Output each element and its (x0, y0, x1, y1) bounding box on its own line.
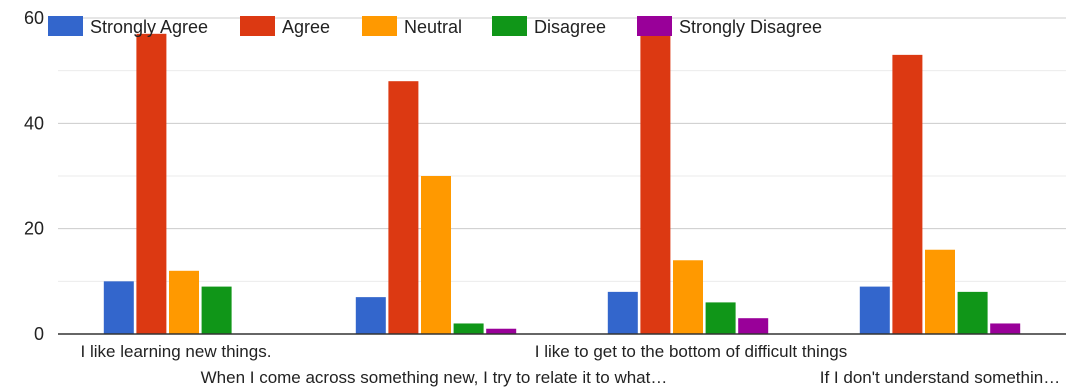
bar-strongly-disagree-4 (990, 323, 1021, 334)
y-tick-label-60: 60 (24, 8, 44, 28)
bar-disagree-4 (957, 291, 988, 334)
legend-label-disagree: Disagree (534, 17, 606, 37)
category-label-4: If I don't understand somethin… (820, 368, 1060, 387)
bar-strongly-agree-1 (103, 281, 134, 334)
y-tick-label-0: 0 (34, 324, 44, 344)
bars (103, 33, 1021, 335)
y-axis-ticks: 0 20 40 60 (24, 8, 44, 344)
legend-label-strongly-agree: Strongly Agree (90, 17, 208, 37)
bar-agree-1 (136, 33, 167, 335)
category-label-3: I like to get to the bottom of difficult… (535, 342, 847, 361)
bar-disagree-3 (705, 302, 736, 334)
bar-disagree-1 (201, 286, 232, 334)
bar-neutral-1 (169, 270, 199, 334)
legend-swatch-neutral (362, 16, 397, 36)
legend-swatch-agree (240, 16, 275, 36)
bar-strongly-agree-2 (355, 297, 386, 334)
bar-neutral-3 (673, 260, 703, 334)
legend-swatch-strongly-agree (48, 16, 83, 36)
legend-label-neutral: Neutral (404, 17, 462, 37)
bar-neutral-2 (421, 176, 451, 334)
category-label-2: When I come across something new, I try … (201, 368, 668, 387)
legend-swatch-strongly-disagree (637, 16, 672, 36)
legend-label-agree: Agree (282, 17, 330, 37)
bar-neutral-4 (925, 249, 955, 334)
bar-agree-4 (892, 54, 923, 334)
category-labels: I like learning new things. When I come … (81, 342, 1061, 387)
category-label-1: I like learning new things. (81, 342, 272, 361)
legend-label-strongly-disagree: Strongly Disagree (679, 17, 822, 37)
y-tick-label-20: 20 (24, 219, 44, 239)
bar-disagree-2 (453, 323, 484, 334)
legend: Strongly Agree Agree Neutral Disagree St… (48, 16, 822, 37)
bar-strongly-disagree-3 (738, 318, 769, 334)
bar-strongly-disagree-2 (486, 328, 517, 334)
y-tick-label-40: 40 (24, 113, 44, 133)
legend-swatch-disagree (492, 16, 527, 36)
bar-strongly-agree-3 (607, 291, 638, 334)
bar-agree-3 (640, 33, 671, 335)
bar-agree-2 (388, 81, 419, 334)
bar-strongly-agree-4 (859, 286, 890, 334)
